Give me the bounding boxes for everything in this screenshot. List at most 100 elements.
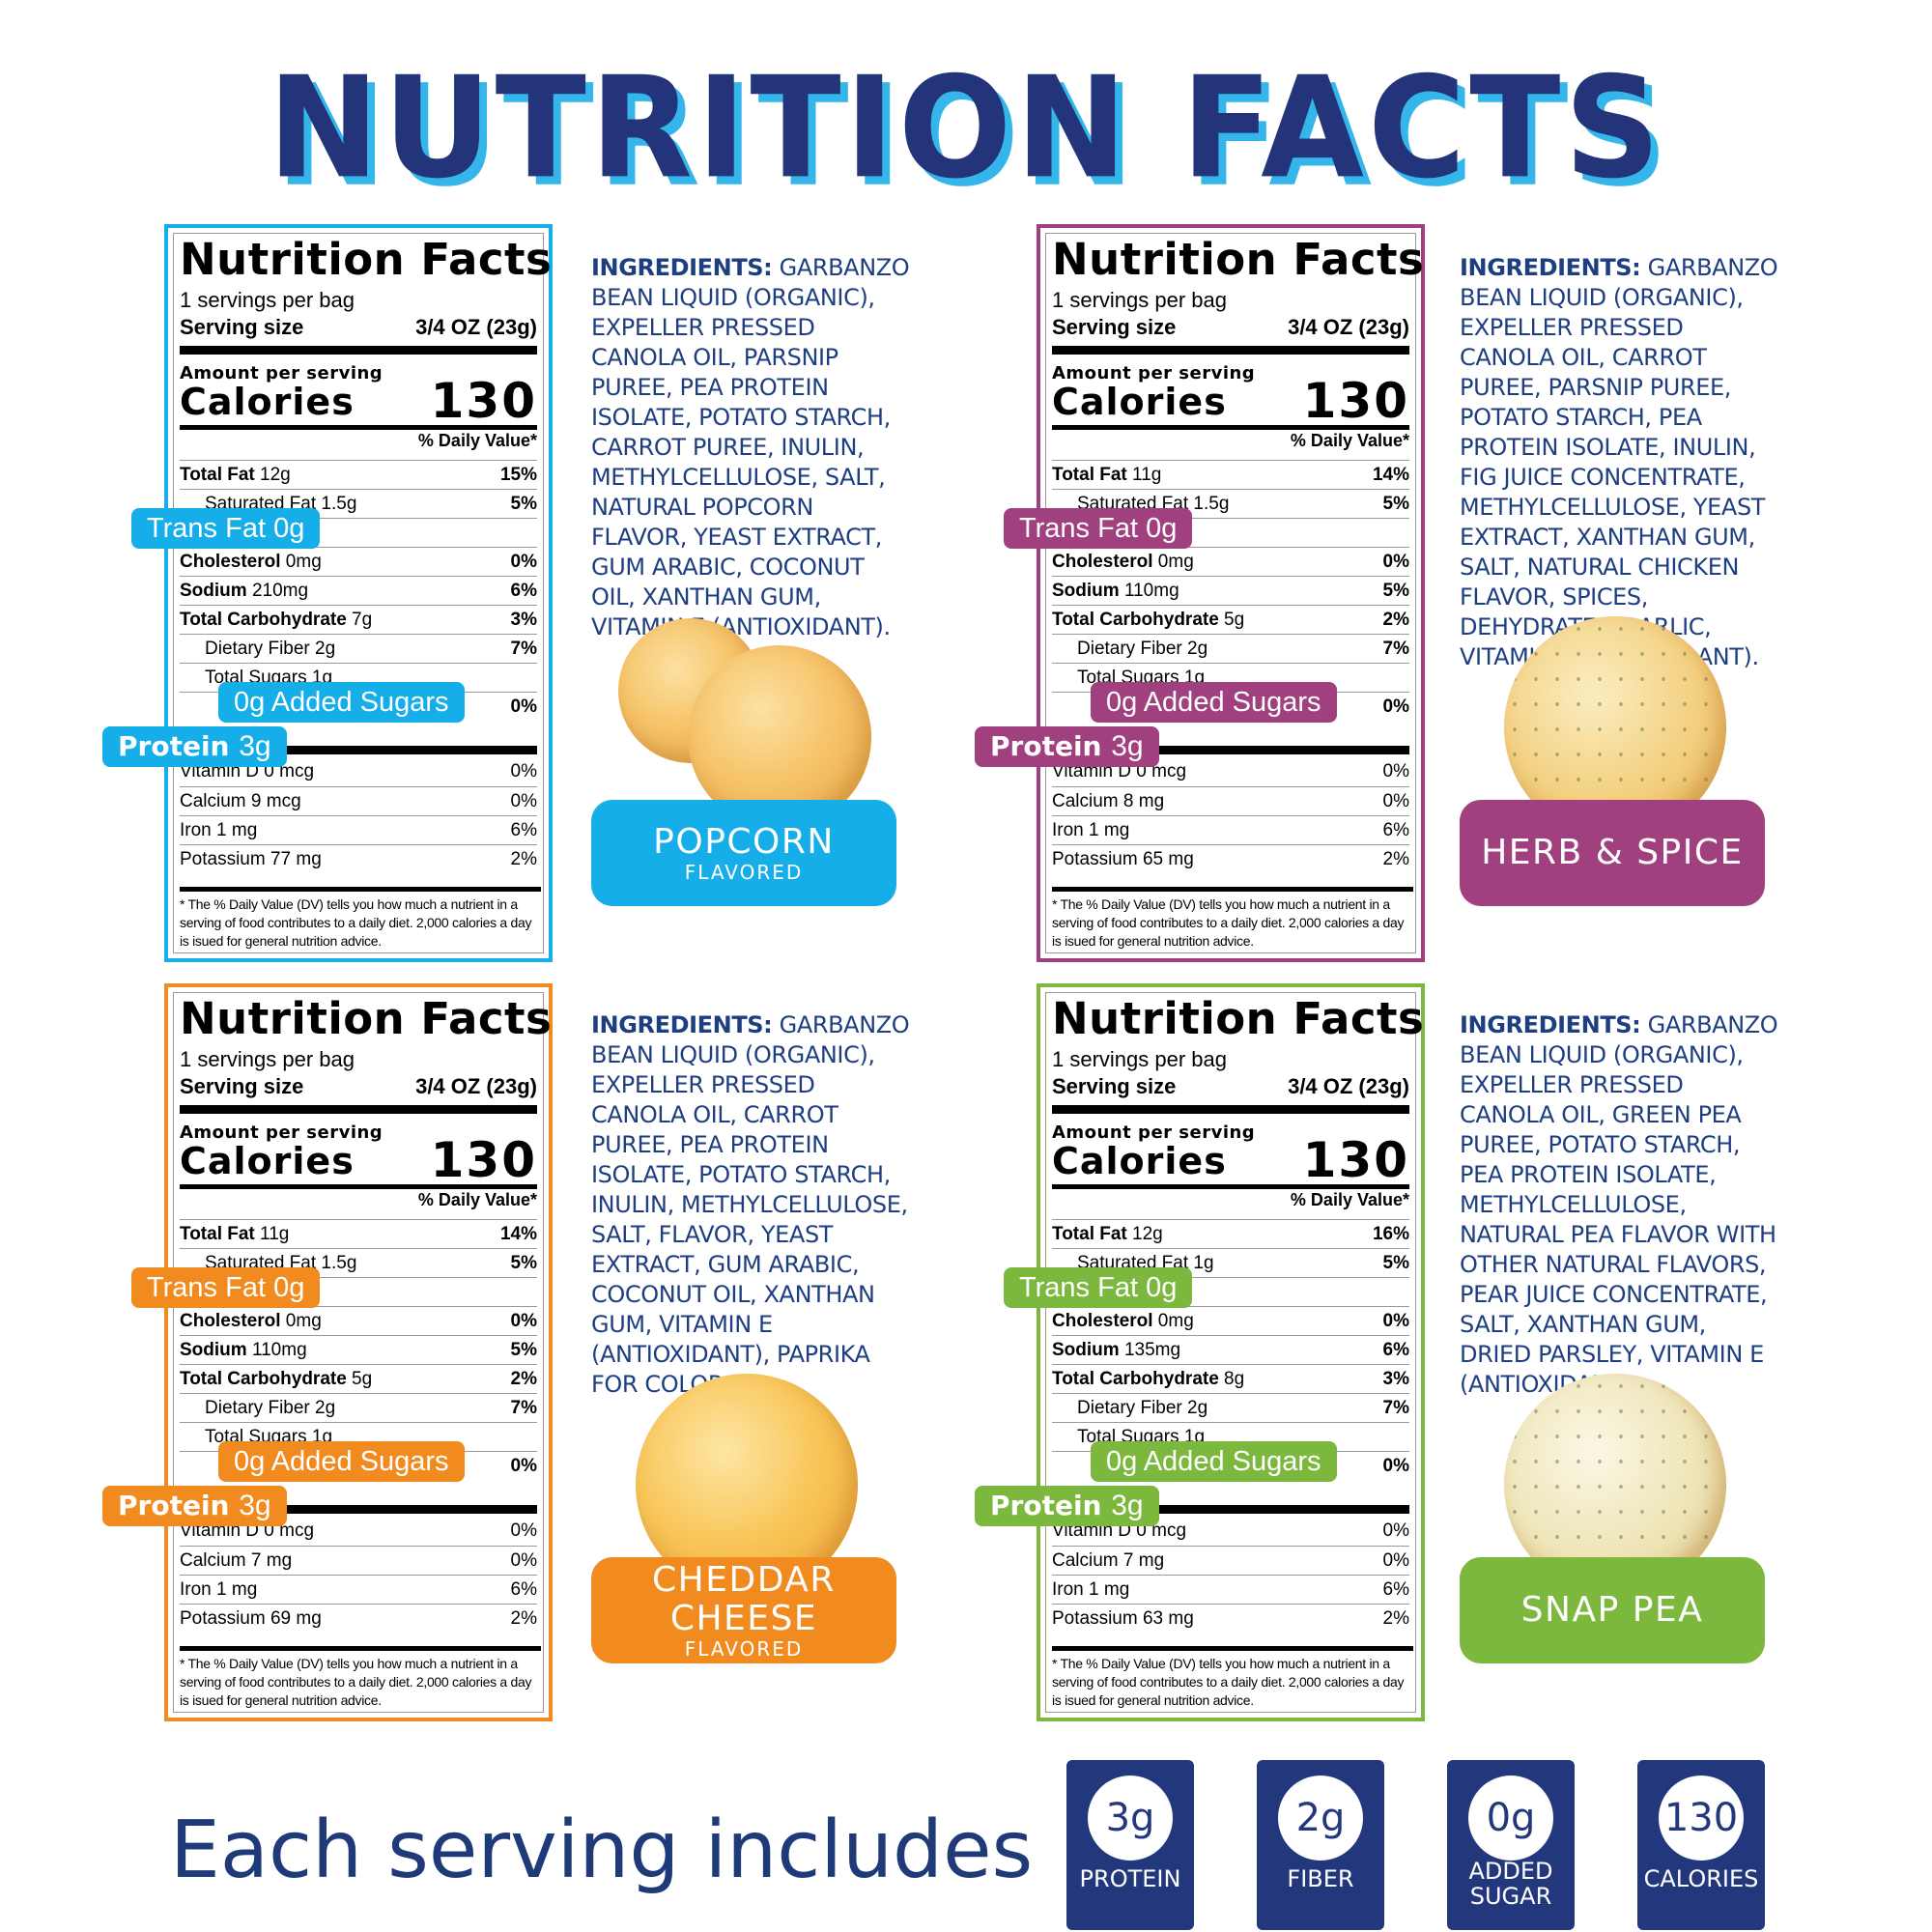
vitamin-dv: 2% [510, 1607, 537, 1629]
badge-label: ADDED SUGAR [1468, 1858, 1553, 1910]
ingredients-heading: INGREDIENTS: [1460, 254, 1641, 281]
flavor-subtitle: FLAVORED [684, 861, 804, 884]
row-fiber: Dietary Fiber 2g 7% [180, 1393, 537, 1422]
divider-thick [180, 1505, 537, 1514]
vitamin-dv: 0% [510, 761, 537, 781]
row-trans-fat [1052, 1277, 1409, 1306]
row-potassium: Potassium 63 mg 2% [1052, 1604, 1409, 1633]
nutrient-amount: 12g [1126, 1223, 1163, 1244]
nutrient-dv: 0% [1382, 551, 1409, 572]
row-calcium: Calcium 8 mg 0% [1052, 786, 1409, 815]
divider-medium [180, 425, 537, 430]
added-sugars-tag: 0g Added Sugars [1091, 682, 1337, 723]
nutrient-dv: 14% [1372, 464, 1409, 485]
label-inner [173, 992, 544, 1713]
nutrient-name: Cholesterol 0mg [180, 552, 322, 573]
vitamin-name: Potassium 69 mg [180, 1607, 322, 1629]
row-iron: Iron 1 mg 6% [180, 1575, 537, 1604]
serving-size-label: Serving size [180, 315, 304, 339]
vitamin-rows: Vitamin D 0 mcg 0% Calcium 9 mcg 0% Iron 1 m… [180, 757, 537, 873]
tag-value: 3g [239, 1490, 271, 1521]
calories-value: 130 [430, 373, 537, 429]
row-iron: Iron 1 mg 6% [180, 815, 537, 844]
nutrient-dv: 3% [510, 609, 537, 630]
vitamin-rows: Vitamin D 0 mcg 0% Calcium 7 mg 0% Iron 1 mg… [1052, 1517, 1409, 1633]
servings-per-bag: 1 servings per bag [1052, 1047, 1227, 1071]
row-calcium: Calcium 9 mcg 0% [180, 786, 537, 815]
nutrient-label: Total Fat [180, 1223, 255, 1244]
flavor-badge: HERB & SPICE [1460, 800, 1765, 906]
nutrient-label: Total Fat [1052, 1223, 1127, 1244]
row-cholesterol: Cholesterol 0mg 0% [180, 547, 537, 576]
row-sodium: Sodium 135mg 6% [1052, 1335, 1409, 1364]
flavor-name: POPCORN [653, 822, 835, 862]
vitamin-name: Potassium 77 mg [180, 848, 322, 869]
amount-per-serving: Amount per serving [180, 363, 384, 384]
row-sodium: Sodium 110mg 5% [1052, 576, 1409, 605]
daily-value-footnote: * The % Daily Value (DV) tells you how m… [180, 887, 541, 951]
row-potassium: Potassium 69 mg 2% [180, 1604, 537, 1633]
nutrient-name: Total Fat 11g [180, 1224, 289, 1245]
row-fiber: Dietary Fiber 2g 7% [180, 634, 537, 663]
nutrient-dv: 6% [510, 580, 537, 601]
nutrient-amount: 11g [254, 1223, 290, 1244]
nutrient-amount: 8g [1218, 1368, 1245, 1389]
protein-tag: Protein 3g [975, 1486, 1159, 1526]
divider-thick [1052, 1505, 1409, 1514]
servings-per-bag: 1 servings per bag [180, 1047, 355, 1071]
nutrient-dv: 5% [1382, 1252, 1409, 1273]
vitamin-dv: 0% [510, 790, 537, 811]
ingredients-heading: INGREDIENTS: [591, 1011, 773, 1038]
each-serving-heading: Each serving includes [170, 1804, 1034, 1896]
label-inner [1045, 233, 1416, 953]
vitamin-dv: 0% [510, 1520, 537, 1541]
vitamin-name: Iron 1 mg [1052, 819, 1130, 840]
nutrient-dv: 5% [510, 493, 537, 514]
row-trans-fat [180, 1277, 537, 1306]
label-title: Nutrition Facts [180, 234, 553, 285]
tag-value: 3g [1111, 730, 1144, 762]
nutrient-label: Total Carbohydrate [180, 1368, 347, 1389]
nutrient-amount: 11g [1126, 464, 1162, 485]
vitamin-dv: 0% [1382, 761, 1409, 781]
divider-thick [180, 1105, 537, 1114]
tag-label: Protein [118, 730, 230, 762]
nutrient-amount: 110mg [1119, 580, 1179, 601]
ingredients-list: GARBANZO BEAN LIQUID (ORGANIC), EXPELLER… [1460, 1011, 1778, 1398]
nutrient-label: Sodium [180, 1339, 247, 1360]
divider-thick [180, 346, 537, 355]
nutrient-amount: 110mg [246, 1339, 307, 1360]
row-calcium: Calcium 7 mg 0% [180, 1546, 537, 1575]
nutrient-amount: 0mg [280, 1310, 322, 1331]
row-carbohydrate: Total Carbohydrate 8g 3% [1052, 1364, 1409, 1393]
tag-label: Protein [118, 1490, 230, 1521]
nutrient-dv: 7% [510, 1397, 537, 1418]
nutrient-name: Dietary Fiber 2g [1052, 1398, 1208, 1419]
row-total-fat: Total Fat 11g 14% [1052, 460, 1409, 489]
ingredients-list: GARBANZO BEAN LIQUID (ORGANIC), EXPELLER… [591, 1011, 910, 1398]
badge-label: FIBER [1287, 1865, 1354, 1892]
serving-size-label: Serving size [1052, 315, 1177, 339]
row-iron: Iron 1 mg 6% [1052, 815, 1409, 844]
serving-size-row: Serving size 3/4 OZ (23g) [180, 1074, 537, 1099]
trans-fat-tag: Trans Fat 0g [131, 508, 321, 549]
row-iron: Iron 1 mg 6% [1052, 1575, 1409, 1604]
vitamin-dv: 6% [1382, 819, 1409, 840]
calories-label: Calories [180, 381, 355, 423]
ingredients-text: INGREDIENTS: GARBANZO BEAN LIQUID (ORGAN… [1460, 1010, 1783, 1400]
vitamin-name: Calcium 9 mcg [180, 790, 301, 811]
nutrient-dv: 7% [1382, 638, 1409, 659]
daily-value-footnote: * The % Daily Value (DV) tells you how m… [180, 1646, 541, 1710]
nutrient-label: Total Carbohydrate [180, 609, 347, 630]
row-calcium: Calcium 7 mg 0% [1052, 1546, 1409, 1575]
calories-value: 130 [1302, 1132, 1409, 1188]
vitamin-name: Calcium 7 mg [1052, 1549, 1165, 1571]
nutrient-dv: 6% [1382, 1339, 1409, 1360]
label-title: Nutrition Facts [180, 993, 553, 1044]
row-total-fat: Total Fat 12g 16% [1052, 1219, 1409, 1248]
vitamin-rows: Vitamin D 0 mcg 0% Calcium 8 mg 0% Iron 1 mg… [1052, 757, 1409, 873]
divider-thick [1052, 746, 1409, 754]
tag-value: 3g [1111, 1490, 1144, 1521]
row-total-fat: Total Fat 11g 14% [180, 1219, 537, 1248]
tag-label: Protein [990, 1490, 1102, 1521]
